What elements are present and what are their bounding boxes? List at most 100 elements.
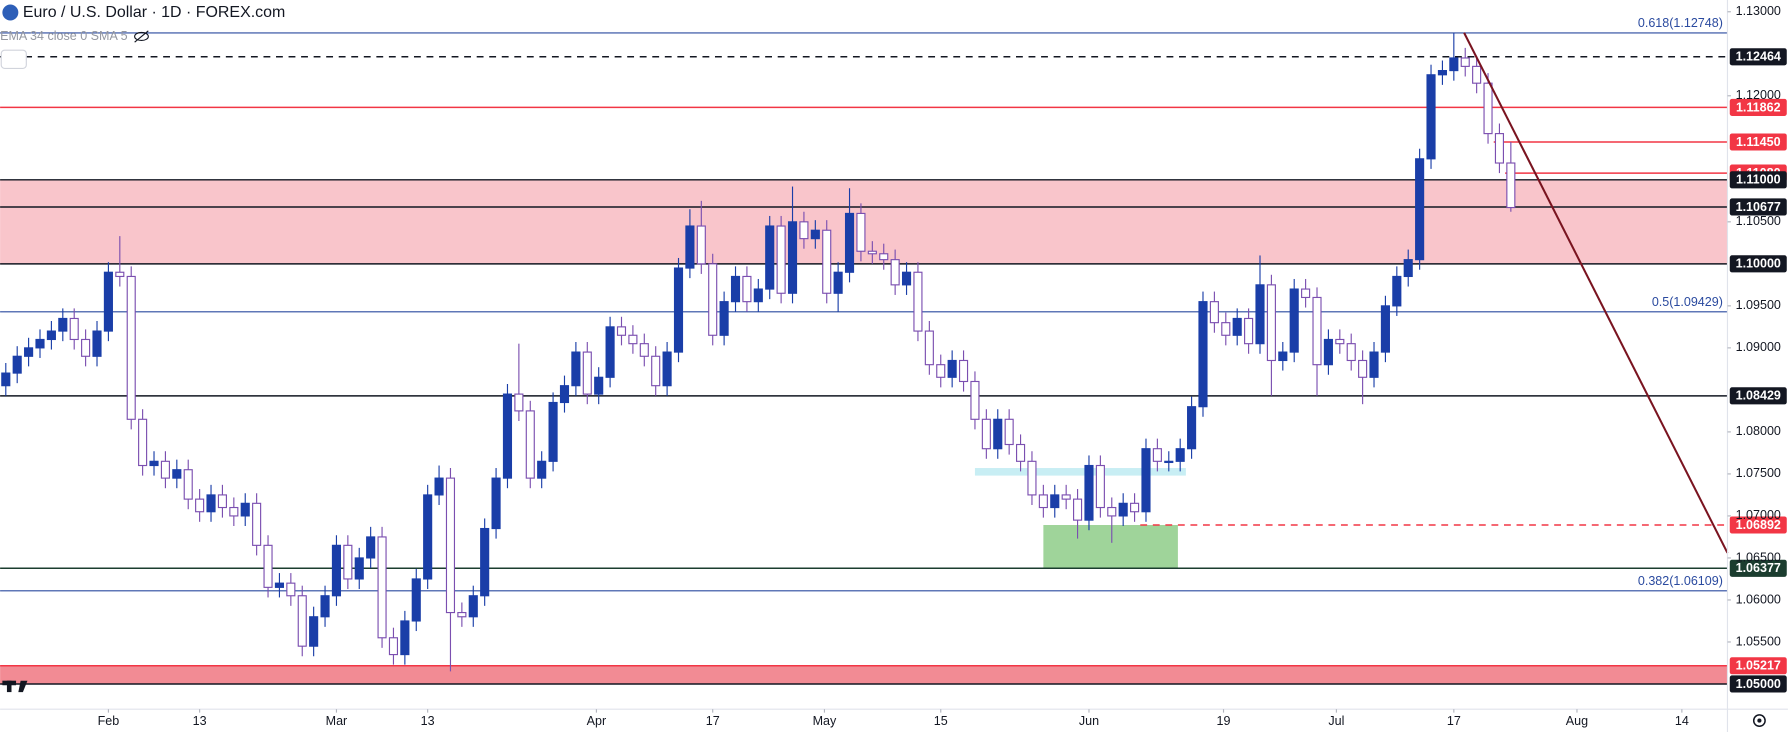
- candle-body: [126, 275, 136, 420]
- candle-body: [662, 351, 672, 387]
- y-tick-label: 1.05500: [1736, 634, 1781, 648]
- candle-body: [1449, 57, 1459, 72]
- candle-body: [1107, 506, 1117, 517]
- candle-body: [1027, 460, 1037, 496]
- candle-body: [1164, 460, 1174, 464]
- overlay: 0.618(1.12748) 0.5(1.09429) 0.382(1.06109): [1463, 16, 1729, 588]
- candle-body: [1016, 443, 1026, 462]
- zone: [974, 468, 1186, 476]
- candle-body: [1061, 494, 1071, 500]
- candle-body: [1358, 359, 1368, 378]
- candle-body: [765, 225, 775, 290]
- candle-body: [867, 250, 877, 255]
- candle-body: [901, 271, 912, 286]
- candle-body: [195, 498, 205, 513]
- candle-body: [1426, 74, 1436, 160]
- candle-body: [776, 225, 786, 294]
- y-tick-label: 1.10500: [1736, 214, 1781, 228]
- settings-icon[interactable]: [1752, 714, 1766, 728]
- candle-body: [1038, 494, 1048, 509]
- candle-body: [753, 288, 763, 303]
- price-label: 1.05217: [1736, 659, 1781, 673]
- fib-label: 0.5(1.09429): [1652, 295, 1723, 309]
- candle-body: [1460, 57, 1470, 67]
- candle-body: [103, 271, 113, 332]
- candle-body: [1380, 305, 1390, 353]
- candle-body: [1, 372, 11, 387]
- candle-body: [1152, 448, 1162, 462]
- price-label-box: [1729, 559, 1787, 577]
- price-label: 1.08429: [1736, 389, 1781, 403]
- price-label-box: [1729, 516, 1787, 534]
- candle-body: [1232, 317, 1242, 336]
- zone: [0, 665, 1728, 684]
- candle-body: [1403, 259, 1413, 278]
- candle-body: [1084, 464, 1094, 521]
- candle-body: [1494, 133, 1504, 164]
- candle-body: [958, 359, 969, 383]
- x-tick-label: 13: [193, 714, 207, 728]
- candle-body: [947, 359, 957, 378]
- candle-body: [1221, 322, 1231, 336]
- candle-body: [354, 557, 364, 580]
- price-label-box: [1729, 657, 1787, 675]
- candle-body: [1472, 65, 1482, 84]
- x-tick-label: May: [813, 714, 837, 728]
- candle-body: [719, 301, 729, 336]
- tv-logo: [2, 680, 28, 693]
- candle-body: [548, 401, 558, 462]
- candle-body: [331, 544, 342, 597]
- price-label-box: [1729, 387, 1787, 405]
- candle-body: [457, 611, 467, 618]
- candle-body: [639, 343, 649, 357]
- x-tick-label: 19: [1217, 714, 1231, 728]
- price-label: 1.12464: [1736, 50, 1781, 64]
- candle-body: [252, 502, 262, 546]
- candle-body: [1187, 406, 1197, 450]
- candle-body: [1198, 301, 1208, 408]
- candle-body: [12, 355, 22, 374]
- candle-body: [400, 620, 410, 656]
- candle-body: [559, 385, 570, 404]
- chart-title: Euro / U.S. Dollar · 1D · FOREX.com: [23, 4, 285, 21]
- candle-body: [890, 259, 900, 286]
- y-tick-label: 1.13000: [1736, 4, 1781, 18]
- price-label: 1.11000: [1736, 173, 1781, 187]
- candle-body: [434, 477, 444, 496]
- x-tick-label: Feb: [98, 714, 120, 728]
- candle-body: [822, 229, 832, 294]
- y-tick-label: 1.07000: [1736, 508, 1781, 522]
- hide-icon[interactable]: [134, 30, 149, 43]
- price-label: 1.10677: [1736, 200, 1781, 214]
- candle-body: [286, 582, 296, 597]
- candle-body: [1415, 158, 1425, 261]
- candle-body: [708, 263, 718, 336]
- candle-body: [799, 221, 809, 240]
- price-label-box: [1729, 133, 1787, 151]
- candle-body: [240, 502, 250, 517]
- candles: [1, 32, 1516, 672]
- candle-body: [343, 544, 353, 580]
- candle-body: [913, 271, 923, 332]
- candle-body: [616, 326, 627, 336]
- candle-body: [833, 271, 843, 294]
- candle-body: [856, 212, 866, 252]
- candle-body: [605, 326, 615, 378]
- y-tick-label: 1.09500: [1736, 298, 1781, 312]
- candle-body: [1437, 70, 1447, 76]
- y-tick-label: 1.12000: [1736, 88, 1781, 102]
- candle-body: [1266, 284, 1276, 362]
- candle-body: [92, 330, 102, 357]
- candle-body: [810, 229, 820, 240]
- candle-body: [1312, 296, 1322, 366]
- candle-body: [1209, 301, 1219, 324]
- candle-body: [1369, 351, 1379, 378]
- levels: [0, 32, 1728, 685]
- collapse-button[interactable]: [0, 49, 27, 69]
- price-label-box: [1729, 98, 1787, 116]
- axes: 1.124641.118621.114501.110801.110001.106…: [98, 4, 1787, 728]
- price-label: 1.05000: [1736, 677, 1781, 691]
- candle-body: [1392, 275, 1402, 307]
